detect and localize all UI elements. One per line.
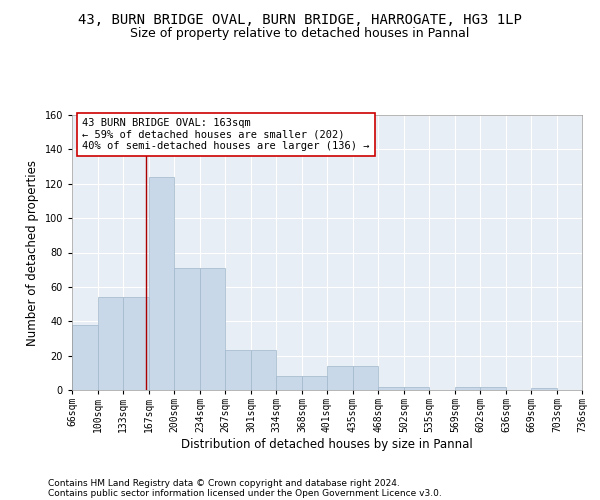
X-axis label: Distribution of detached houses by size in Pannal: Distribution of detached houses by size …: [181, 438, 473, 451]
Bar: [302, 376, 327, 390]
Bar: [251, 350, 276, 390]
Text: 43 BURN BRIDGE OVAL: 163sqm
← 59% of detached houses are smaller (202)
40% of se: 43 BURN BRIDGE OVAL: 163sqm ← 59% of det…: [82, 118, 370, 151]
Bar: [174, 268, 200, 390]
Bar: [404, 386, 429, 390]
Bar: [200, 268, 225, 390]
Text: Contains public sector information licensed under the Open Government Licence v3: Contains public sector information licen…: [48, 488, 442, 498]
Bar: [149, 177, 174, 390]
Text: Size of property relative to detached houses in Pannal: Size of property relative to detached ho…: [130, 28, 470, 40]
Bar: [72, 324, 98, 390]
Text: 43, BURN BRIDGE OVAL, BURN BRIDGE, HARROGATE, HG3 1LP: 43, BURN BRIDGE OVAL, BURN BRIDGE, HARRO…: [78, 12, 522, 26]
Bar: [327, 366, 353, 390]
Bar: [353, 366, 378, 390]
Bar: [378, 386, 404, 390]
Bar: [455, 386, 480, 390]
Bar: [480, 386, 506, 390]
Text: Contains HM Land Registry data © Crown copyright and database right 2024.: Contains HM Land Registry data © Crown c…: [48, 478, 400, 488]
Bar: [225, 350, 251, 390]
Bar: [98, 297, 123, 390]
Bar: [531, 388, 557, 390]
Bar: [276, 376, 302, 390]
Y-axis label: Number of detached properties: Number of detached properties: [26, 160, 39, 346]
Bar: [123, 297, 149, 390]
